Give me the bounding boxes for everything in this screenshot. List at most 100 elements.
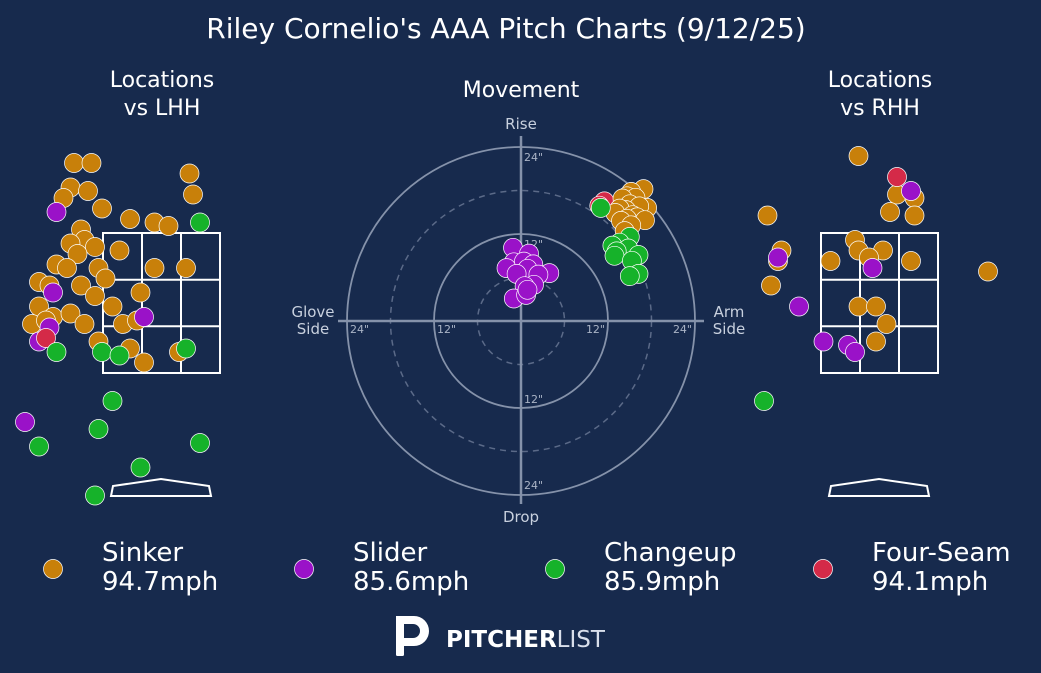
movement-dot-changeup	[619, 266, 640, 286]
pitch-dot-slider	[768, 247, 788, 268]
pitch-dot-sinker	[109, 240, 130, 261]
ring-label-left-24: 24"	[350, 323, 369, 336]
brand-name-light: LIST	[557, 627, 606, 653]
pitch-dot-slider	[789, 296, 809, 317]
ring-label-bottom-12: 12"	[524, 393, 543, 406]
pitch-dot-sinker	[978, 261, 998, 282]
lhh-pitch-marks	[15, 153, 210, 506]
pitch-dot-slider	[813, 331, 834, 352]
legend-pitch-name: Four-Seam	[872, 538, 1011, 568]
rhh-panel-title: Locations vs RHH	[828, 68, 933, 121]
pitch-dot-sinker	[179, 163, 200, 184]
pitch-dot-sinker	[120, 209, 140, 229]
pitch-dot-sinker	[134, 352, 154, 373]
chart-title: Riley Cornelio's AAA Pitch Charts (9/12/…	[206, 12, 805, 45]
pitch-dot-sinker	[761, 275, 781, 296]
pitch-dot-slider	[134, 307, 154, 327]
pitcherlist-logo: PITCHERLIST	[396, 616, 606, 656]
rhh-home-plate	[827, 477, 931, 497]
pitch-dot-changeup	[176, 338, 196, 359]
ring-label-bottom-24: 24"	[524, 479, 543, 492]
movement-dot-changeup	[604, 245, 625, 266]
pitch-dot-changeup	[102, 391, 123, 411]
pitch-dot-sinker	[85, 237, 105, 257]
axis-label-right: Arm Side	[713, 303, 745, 338]
ring-label-right-12: 12"	[586, 323, 605, 336]
pitch-dot-sinker	[71, 275, 91, 296]
rhh-locations-panel: Locations vs RHH	[754, 68, 998, 497]
pitch-dot-slider	[845, 342, 865, 362]
ring-label-top-24: 24"	[524, 151, 543, 164]
pitch-dot-sinker	[880, 202, 900, 222]
pitch-dot-changeup	[754, 391, 774, 411]
rhh-pitch-marks	[754, 146, 998, 411]
pitch-dot-sinker	[74, 314, 95, 334]
pitch-dot-changeup	[190, 433, 210, 453]
pitch-dot-sinker	[904, 205, 925, 226]
movement-dot-slider	[517, 279, 538, 300]
lhh-locations-panel: Locations vs LHH	[15, 68, 221, 506]
legend-pitch-speed: 85.6mph	[353, 567, 469, 597]
ring-label-left-12: 12"	[437, 323, 456, 336]
svg-text:PITCHERLIST: PITCHERLIST	[446, 627, 606, 653]
pitch-dot-sinker	[820, 251, 841, 271]
pitch-dot-sinker	[848, 146, 869, 166]
axis-label-left: Glove Side	[291, 303, 334, 338]
pitch-dot-sinker	[95, 268, 116, 289]
pitch-dot-sinker	[57, 258, 77, 278]
pitch-dot-changeup	[190, 212, 210, 233]
axis-label-bottom: Drop	[503, 508, 539, 526]
pitcherlist-p-logo-icon	[396, 616, 429, 656]
pitch-dot-sinker	[64, 153, 84, 173]
pitch-dot-sinker	[876, 314, 897, 334]
movement-pitch-marks	[496, 179, 657, 309]
movement-panel-title: Movement	[463, 78, 580, 103]
pitch-dot-sinker	[901, 251, 921, 271]
pitch-dot-sinker	[757, 205, 778, 226]
movement-dot-changeup	[590, 198, 611, 218]
brand-name-bold: PITCHER	[446, 627, 557, 653]
pitch-dot-sinker	[848, 296, 869, 317]
ring-label-right-24: 24"	[673, 323, 692, 336]
legend-pitch-speed: 85.9mph	[604, 567, 720, 597]
lhh-home-plate	[109, 477, 213, 497]
pitch-dot-changeup	[88, 419, 109, 439]
pitch-dot-sinker	[866, 331, 886, 352]
pitch-dot-slider	[901, 181, 921, 201]
movement-panel: Movement 24" 12" 12" 24"24"12"12"24" Rise D…	[291, 78, 745, 526]
legend-swatch-four-seam	[813, 559, 833, 579]
pitch-dot-changeup	[46, 342, 67, 362]
legend-pitch-speed: 94.1mph	[872, 567, 988, 597]
pitch-dot-sinker	[67, 244, 88, 264]
lhh-panel-title: Locations vs LHH	[110, 68, 215, 121]
pitch-dot-four-seam	[887, 167, 907, 187]
pitch-dot-changeup	[29, 436, 49, 457]
pitch-dot-four-seam	[36, 328, 56, 348]
legend-swatch-sinker	[43, 559, 63, 579]
pitch-dot-sinker	[866, 296, 886, 317]
pitch-dot-changeup	[130, 457, 151, 478]
pitch-dot-changeup	[85, 485, 105, 506]
pitch-dot-sinker	[183, 184, 203, 205]
pitch-dot-slider	[15, 412, 35, 432]
axis-label-top: Rise	[505, 115, 537, 133]
legend-pitch-name: Changeup	[604, 538, 737, 568]
pitch-dot-sinker	[176, 258, 196, 278]
legend-pitch-name: Slider	[353, 538, 427, 568]
pitch-dot-slider	[862, 258, 883, 278]
legend-pitch-speed: 94.7mph	[102, 567, 218, 597]
pitch-dot-sinker	[130, 282, 151, 303]
pitch-dot-sinker	[78, 181, 98, 201]
legend-pitch-name: Sinker	[102, 538, 183, 568]
movement-ring-labels: 24" 12" 12" 24"24"12"12"24"	[350, 151, 692, 492]
pitch-dot-changeup	[109, 345, 130, 366]
pitch-dot-sinker	[60, 303, 81, 324]
legend-swatch-changeup	[545, 559, 565, 579]
legend-swatch-slider	[294, 559, 314, 579]
